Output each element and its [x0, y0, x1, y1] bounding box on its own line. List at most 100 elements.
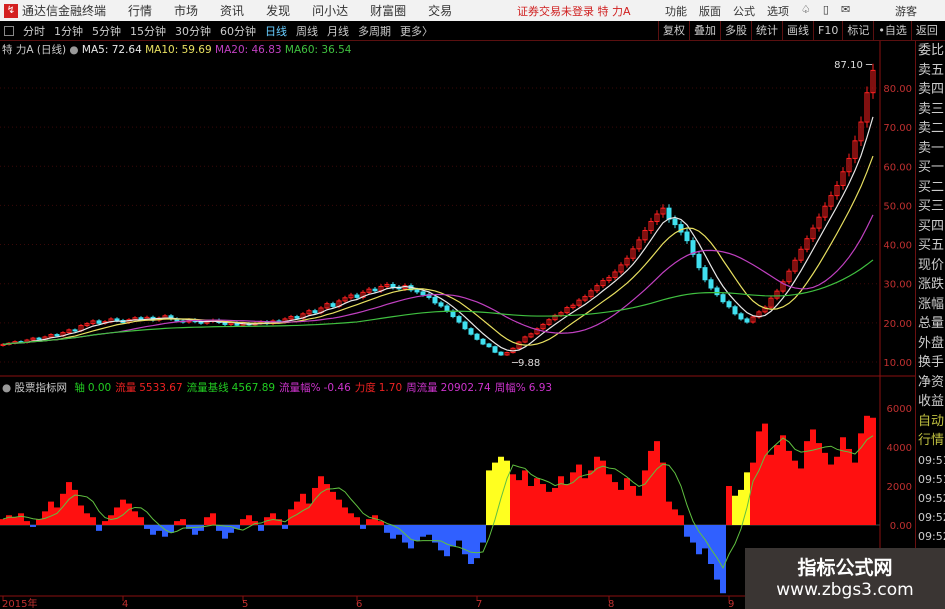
candle-body: [600, 280, 606, 287]
f10-button[interactable]: F10: [813, 21, 842, 40]
volume-bar: [822, 452, 828, 525]
candle-body: [624, 257, 630, 266]
adjust-button[interactable]: 复权: [658, 21, 689, 40]
volume-bar: [360, 525, 366, 529]
side-panel-label: 买四: [918, 218, 945, 234]
indicator-name[interactable]: 股票指标网: [14, 382, 68, 394]
period-monthly[interactable]: 月线: [327, 24, 349, 38]
candle-body: [750, 316, 756, 323]
volume-bar: [546, 491, 552, 525]
indicator-value: 0.00: [87, 382, 112, 394]
volume-bar: [144, 525, 150, 529]
candle-body: [612, 271, 618, 278]
volume-bar: [354, 517, 360, 525]
volume-bar: [132, 511, 138, 525]
candle-body: [306, 310, 312, 315]
candle-body: [786, 270, 792, 283]
side-panel-label: 涨跌: [918, 277, 945, 292]
menu-news[interactable]: 资讯: [220, 4, 245, 18]
candle-body: [474, 333, 480, 340]
app-title: 通达信金融终端: [22, 4, 107, 18]
period-weekly[interactable]: 周线: [296, 24, 318, 38]
menu-ask[interactable]: 问小达: [312, 4, 349, 18]
user-label[interactable]: 游客: [895, 4, 917, 18]
menu-layout[interactable]: 版面: [699, 4, 721, 18]
volume-bar: [312, 487, 318, 525]
period-more[interactable]: 更多〉: [400, 24, 433, 38]
menu-market[interactable]: 市场: [174, 4, 199, 18]
volume-bar: [564, 484, 570, 525]
volume-bar: [198, 525, 204, 531]
period-daily[interactable]: 日线: [265, 24, 287, 38]
volume-tick-label: 0.00: [890, 521, 912, 532]
side-panel-label: 换手: [918, 355, 945, 370]
side-panel-label: 卖二: [918, 121, 945, 136]
volume-bar: [282, 525, 288, 529]
volume-bar: [336, 499, 342, 525]
period-60min[interactable]: 60分钟: [220, 24, 256, 38]
menu-wealth[interactable]: 财富圈: [370, 4, 407, 18]
multi-stock-button[interactable]: 多股: [720, 21, 751, 40]
price-tick-label: 10.00: [883, 358, 912, 369]
mark-button[interactable]: 标记: [842, 21, 873, 40]
volume-bar: [384, 525, 390, 533]
side-panel-label: 09:52: [918, 529, 945, 543]
menu-formula[interactable]: 公式: [733, 4, 755, 18]
period-5min[interactable]: 5分钟: [92, 24, 121, 38]
stats-button[interactable]: 统计: [751, 21, 782, 40]
period-intraday[interactable]: 分时: [23, 24, 45, 38]
side-panel-label: 09:51: [918, 472, 945, 486]
period-30min[interactable]: 30分钟: [175, 24, 211, 38]
candle-body: [480, 338, 486, 345]
period-1min[interactable]: 1分钟: [54, 24, 83, 38]
skin-icon[interactable]: ♤: [801, 2, 811, 16]
menu-function[interactable]: 功能: [665, 4, 687, 18]
overlay-button[interactable]: 叠加: [689, 21, 720, 40]
back-button[interactable]: 返回: [910, 21, 942, 40]
phone-icon[interactable]: ▯: [822, 2, 829, 16]
menu-quotes[interactable]: 行情: [128, 4, 153, 18]
candle-body: [228, 322, 234, 325]
candle-body: [84, 323, 90, 327]
candle-body: [360, 291, 366, 298]
watermark: 指标公式网 www.zbgs3.com: [745, 548, 945, 609]
volume-bar: [120, 499, 126, 525]
settings-icon[interactable]: ●: [69, 44, 79, 56]
volume-bar: [696, 525, 702, 555]
login-text: 证券交易未登录: [517, 4, 594, 18]
volume-bar: [624, 478, 630, 525]
volume-bar: [726, 486, 732, 525]
volume-bar: [846, 448, 852, 525]
volume-bar: [798, 468, 804, 525]
menu-discover[interactable]: 发现: [266, 4, 291, 18]
message-icon[interactable]: ✉: [840, 2, 851, 16]
menu-trade[interactable]: 交易: [428, 4, 453, 18]
ma10-line: [2, 155, 874, 346]
quote-side-panel: 委比 卖五 卖四 卖三 卖二 卖一 买一 买二 买三 买四 买五 现价 涨跌 涨幅 总量 外盘 换手 净资 收益 自动…: [915, 41, 945, 609]
volume-bar: [426, 525, 432, 535]
candle-body: [642, 229, 648, 241]
draw-button[interactable]: 画线: [782, 21, 813, 40]
settings-icon[interactable]: ●: [2, 382, 12, 394]
side-panel-label: 买三: [918, 199, 945, 214]
indicator-label: 轴: [74, 382, 85, 394]
period-15min[interactable]: 15分钟: [130, 24, 166, 38]
period-multi[interactable]: 多周期: [358, 24, 391, 38]
volume-bar: [0, 519, 6, 525]
toggle-icon[interactable]: [4, 25, 14, 36]
add-watchlist-button[interactable]: •自选: [873, 21, 911, 40]
price-tick-label: 30.00: [883, 280, 912, 291]
volume-bar: [570, 472, 576, 525]
volume-bar: [12, 517, 18, 525]
candle-body: [798, 248, 804, 261]
volume-bar: [612, 482, 618, 525]
volume-bar: [342, 507, 348, 525]
menu-options[interactable]: 选项: [767, 4, 789, 18]
candle-body: [858, 121, 864, 142]
candle-body: [570, 304, 576, 309]
candle-body: [744, 318, 750, 323]
volume-bar: [246, 515, 252, 525]
volume-bar: [516, 480, 522, 525]
login-status[interactable]: 证券交易未登录 特 力A: [517, 3, 631, 19]
